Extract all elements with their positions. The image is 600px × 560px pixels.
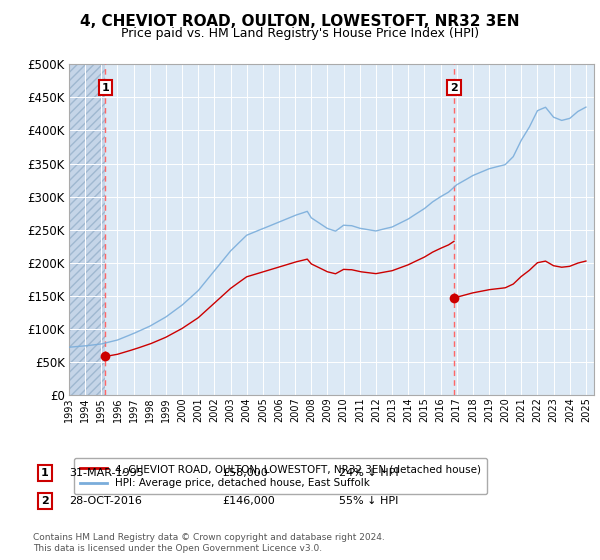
Legend: 4, CHEVIOT ROAD, OULTON, LOWESTOFT, NR32 3EN (detached house), HPI: Average pric: 4, CHEVIOT ROAD, OULTON, LOWESTOFT, NR32… xyxy=(74,458,487,494)
Text: 31-MAR-1995: 31-MAR-1995 xyxy=(69,468,144,478)
Text: Price paid vs. HM Land Registry's House Price Index (HPI): Price paid vs. HM Land Registry's House … xyxy=(121,27,479,40)
Text: £146,000: £146,000 xyxy=(222,496,275,506)
Text: 1: 1 xyxy=(41,468,49,478)
Text: 1: 1 xyxy=(101,82,109,92)
Bar xyxy=(69,64,106,395)
Text: Contains HM Land Registry data © Crown copyright and database right 2024.
This d: Contains HM Land Registry data © Crown c… xyxy=(33,533,385,553)
Text: 24% ↓ HPI: 24% ↓ HPI xyxy=(339,468,398,478)
Text: 2: 2 xyxy=(450,82,458,92)
Text: 28-OCT-2016: 28-OCT-2016 xyxy=(69,496,142,506)
Text: £58,000: £58,000 xyxy=(222,468,268,478)
Text: 4, CHEVIOT ROAD, OULTON, LOWESTOFT, NR32 3EN: 4, CHEVIOT ROAD, OULTON, LOWESTOFT, NR32… xyxy=(80,14,520,29)
Text: 55% ↓ HPI: 55% ↓ HPI xyxy=(339,496,398,506)
Text: 2: 2 xyxy=(41,496,49,506)
